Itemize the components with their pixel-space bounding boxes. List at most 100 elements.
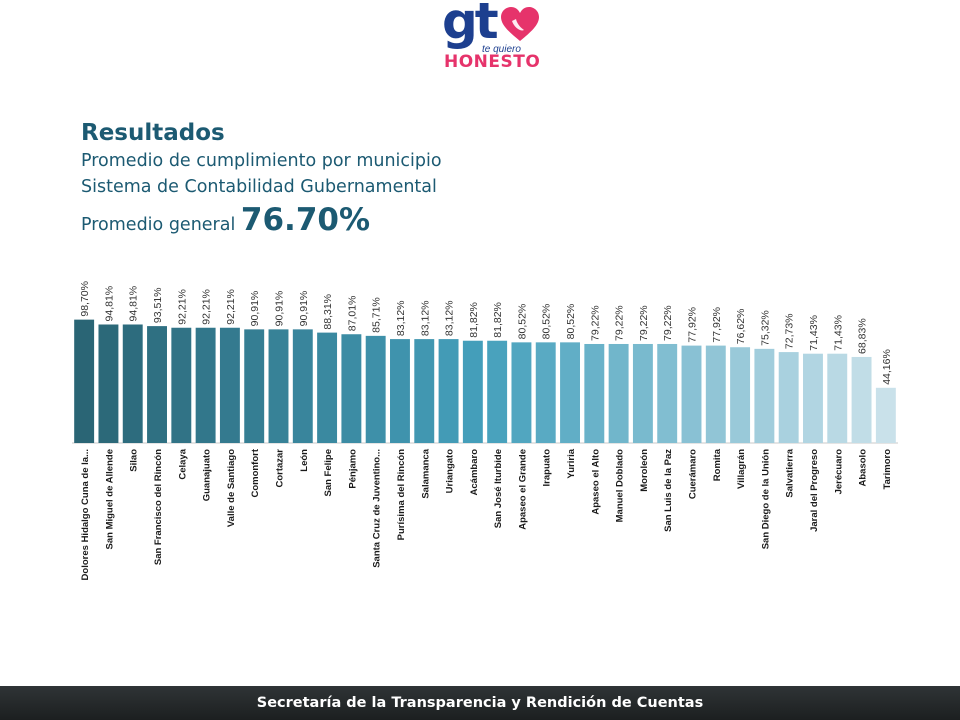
data-label: 79,22% [589,305,601,341]
category-label: Comonfort [250,448,261,497]
data-label: 85,71% [371,297,383,333]
category-label: Salvatierra [785,448,796,497]
category-label: Yuriria [566,448,577,478]
category-label: Moroleón [639,449,650,492]
category-label: San Francisco del Rincón [153,449,164,565]
logo-main-text: gt [442,0,499,50]
bar [122,324,143,443]
category-label: Cortazar [275,449,286,488]
category-label: San José Iturbide [493,449,504,528]
data-label: 71,43% [832,315,844,351]
data-label: 81,82% [468,302,480,338]
bar [778,352,799,443]
category-label: San Luis de la Paz [663,449,674,532]
data-label: 76,62% [735,309,747,345]
data-label: 79,22% [662,305,674,341]
bar [584,343,605,444]
bar [414,339,435,443]
data-label: 90,91% [274,291,286,327]
bar [487,340,508,443]
average-label: Promedio general [81,215,236,235]
data-label: 80,52% [565,304,577,340]
data-label: 79,22% [614,305,626,341]
category-label: Acámbaro [469,449,480,496]
data-label: 79,22% [638,305,650,341]
category-label: Valle de Santiago [226,449,237,527]
average-value: 76.70% [240,202,371,238]
bar [292,329,313,443]
category-label: Tarimoro [882,449,893,490]
footer-text: Secretaría de la Transparencia y Rendici… [256,695,704,711]
data-label: 83,12% [419,300,431,336]
data-label: 77,92% [687,307,699,343]
category-label: Cuerámaro [688,449,699,499]
data-label: 72,73% [784,313,796,349]
data-label: 80,52% [541,304,553,340]
logo-word: HONESTO [444,52,541,72]
subtitle-line-2: Sistema de Contabilidad Gubernamental [81,177,437,197]
data-label: 90,91% [249,291,261,327]
category-label: Silao [129,449,140,472]
category-label: Celaya [177,448,188,479]
category-label: Abasolo [858,449,869,487]
average-row: Promedio general 76.70% [81,200,442,245]
data-label: 80,52% [516,304,528,340]
bar [535,342,556,443]
data-label: 83,12% [395,300,407,336]
page-title: Resultados [81,120,225,146]
category-label: Santa Cruz de Juventino... [372,449,383,568]
category-label: Romita [712,448,723,481]
header: Resultados Promedio de cumplimiento por … [81,118,442,245]
category-label: Guanajuato [202,449,213,501]
bar [438,339,459,443]
data-label: 87,01% [346,296,358,332]
subtitle-line-1: Promedio de cumplimiento por municipio [81,151,442,171]
bar [365,335,386,443]
category-label: San Diego de la Unión [760,449,771,549]
bar [511,342,532,443]
bar [341,334,362,443]
category-label: Jaral del Progreso [809,449,820,532]
category-label: San Felipe [323,449,334,497]
bar [705,345,726,443]
category-label: Dolores Hidalgo Cuna de la... [80,449,91,580]
data-label: 92,21% [225,289,237,325]
heart-icon [501,7,539,41]
category-label: Pénjamo [347,449,358,489]
bar [608,343,629,444]
data-label: 88,31% [322,294,334,330]
bar [754,348,775,443]
category-label: Uriangato [445,449,456,494]
bar [462,340,483,443]
data-label: 93,51% [152,287,164,323]
bar [74,319,95,444]
data-label: 94,81% [103,286,115,322]
logo: gt te quiero HONESTO [430,0,541,74]
category-label: Apaseo el Alto [590,449,601,515]
data-label: 90,91% [298,291,310,327]
category-label: Salamanca [420,448,431,498]
category-label: Irapuato [542,449,553,487]
data-label: 77,92% [711,307,723,343]
category-label: Jerécuaro [833,449,844,495]
category-label: Apaseo el Grande [517,449,528,530]
data-label: 92,21% [201,289,213,325]
data-label: 92,21% [176,289,188,325]
bar [827,353,848,443]
data-label: 94,81% [128,286,140,322]
category-label: León [299,449,310,472]
bar [730,347,751,444]
bar [632,343,653,444]
bar-chart: 98,70% Dolores Hidalgo Cuna de la... 94,81… [72,281,898,580]
bar [147,326,167,443]
bar [219,327,240,443]
bar [98,324,119,443]
data-label: 75,32% [759,310,771,346]
data-label: 81,82% [492,302,504,338]
bar [317,332,338,443]
category-label: Villagrán [736,449,747,489]
data-label: 44,16% [881,349,893,385]
bar [560,342,580,443]
data-label: 98,70% [79,281,91,317]
bar [171,327,192,443]
